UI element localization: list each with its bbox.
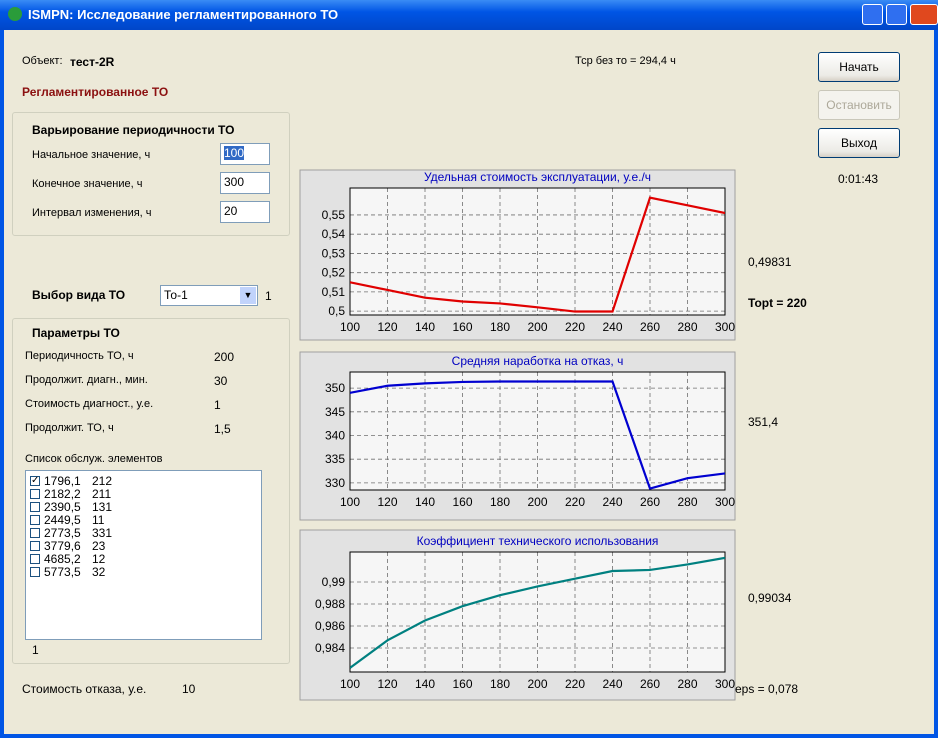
param-value: 1 [214, 398, 221, 412]
title-bar: ISMPN: Исследование регламентированного … [0, 0, 938, 30]
field-input[interactable]: 300 [220, 172, 270, 194]
item-value: 4685,2 [44, 552, 81, 566]
item-value: 2449,5 [44, 513, 81, 527]
field-label: Интервал изменения, ч [32, 207, 152, 219]
item-count: 32 [92, 565, 106, 579]
item-count: 331 [92, 526, 113, 540]
checkbox[interactable] [30, 541, 40, 551]
minimize-button[interactable] [862, 4, 883, 25]
item-value: 3779,6 [44, 539, 81, 553]
field-value: 300 [224, 175, 245, 189]
tsr-text: Тср без то = 294,4 ч [575, 55, 676, 67]
param-value: 30 [214, 374, 228, 388]
list-item[interactable]: 3779,6 23 [30, 540, 250, 553]
checkbox[interactable] [30, 528, 40, 538]
app-icon [8, 7, 22, 21]
param-value: 200 [214, 350, 235, 364]
item-value: 2182,2 [44, 487, 81, 501]
list-item[interactable]: 5773,5 32 [30, 566, 250, 579]
kti-result: 0,99034 [748, 591, 792, 605]
param-label: Стоимость диагност., у.е. [25, 398, 154, 410]
item-value: 1796,1 [44, 474, 81, 488]
item-value: 2773,5 [44, 526, 81, 540]
params-group [12, 318, 290, 664]
combo-arrow[interactable]: ▼ [240, 287, 256, 304]
list-item[interactable]: 2449,5 11 [30, 514, 250, 527]
checkbox[interactable] [30, 515, 40, 525]
combo-value: То-1 [164, 288, 188, 302]
checkbox[interactable]: ✓ [30, 475, 40, 486]
field-value: 20 [224, 204, 238, 218]
checkbox[interactable] [30, 554, 40, 564]
close-button[interactable] [910, 4, 938, 25]
maximize-button[interactable] [886, 4, 907, 25]
item-count: 23 [92, 539, 106, 553]
list-title: Список обслуж. элементов [25, 453, 163, 465]
selection-number: 1 [265, 289, 272, 303]
group-title: Варьирование периодичности ТО [32, 123, 235, 137]
topt-result: Topt = 220 [748, 296, 807, 310]
param-label: Продолжит. диагн., мин. [25, 374, 148, 386]
field-input[interactable]: 20 [220, 201, 270, 223]
window-frame [0, 30, 938, 738]
checkbox[interactable] [30, 567, 40, 577]
list-item[interactable]: 2182,2 211 [30, 488, 250, 501]
button[interactable]: Начать [818, 52, 900, 82]
checkbox[interactable] [30, 489, 40, 499]
button: Остановить [818, 90, 900, 120]
failure-cost-value: 10 [182, 682, 196, 696]
item-value: 5773,5 [44, 565, 81, 579]
object-label: Объект: [22, 55, 63, 67]
variation-group [12, 112, 290, 236]
failure-cost-label: Стоимость отказа, у.е. [22, 682, 147, 696]
mode-text: Регламентированное ТО [22, 85, 169, 99]
param-value: 1,5 [214, 422, 231, 436]
field-label: Конечное значение, ч [32, 178, 143, 190]
item-count: 211 [92, 487, 112, 501]
object-value: тест-2R [70, 55, 115, 69]
param-label: Продолжит. ТО, ч [25, 422, 114, 434]
item-value: 2390,5 [44, 500, 81, 514]
group-title: Параметры ТО [32, 326, 120, 340]
eps-result: eps = 0,078 [735, 682, 799, 696]
item-count: 131 [92, 500, 113, 514]
type-combo[interactable]: То-1 ▼ [160, 285, 258, 306]
selection-label: Выбор вида ТО [32, 288, 126, 302]
field-value: 100 [224, 146, 245, 160]
list-item[interactable]: 2773,5 331 [30, 527, 250, 540]
list-item[interactable]: ✓ 1796,1 212 [30, 475, 250, 488]
item-count: 12 [92, 552, 106, 566]
mtbf-result: 351,4 [748, 415, 779, 429]
param-label: Периодичность ТО, ч [25, 350, 134, 362]
list-item[interactable]: 4685,2 12 [30, 553, 250, 566]
field-input[interactable]: 100 [220, 143, 270, 165]
checkbox[interactable] [30, 502, 40, 512]
button[interactable]: Выход [818, 128, 900, 158]
cost-result: 0,49831 [748, 255, 792, 269]
timer: 0:01:43 [838, 172, 879, 186]
list-item[interactable]: 2390,5 131 [30, 501, 250, 514]
element-list[interactable]: ✓ 1796,1 212 2182,2 211 2390,5 131 2449,5 11 2773… [25, 470, 262, 640]
field-label: Начальное значение, ч [32, 149, 151, 161]
window-title: ISMPN: Исследование регламентированного … [28, 7, 339, 22]
item-count: 11 [92, 513, 105, 527]
selected-count: 1 [32, 643, 39, 657]
item-count: 212 [92, 474, 113, 488]
